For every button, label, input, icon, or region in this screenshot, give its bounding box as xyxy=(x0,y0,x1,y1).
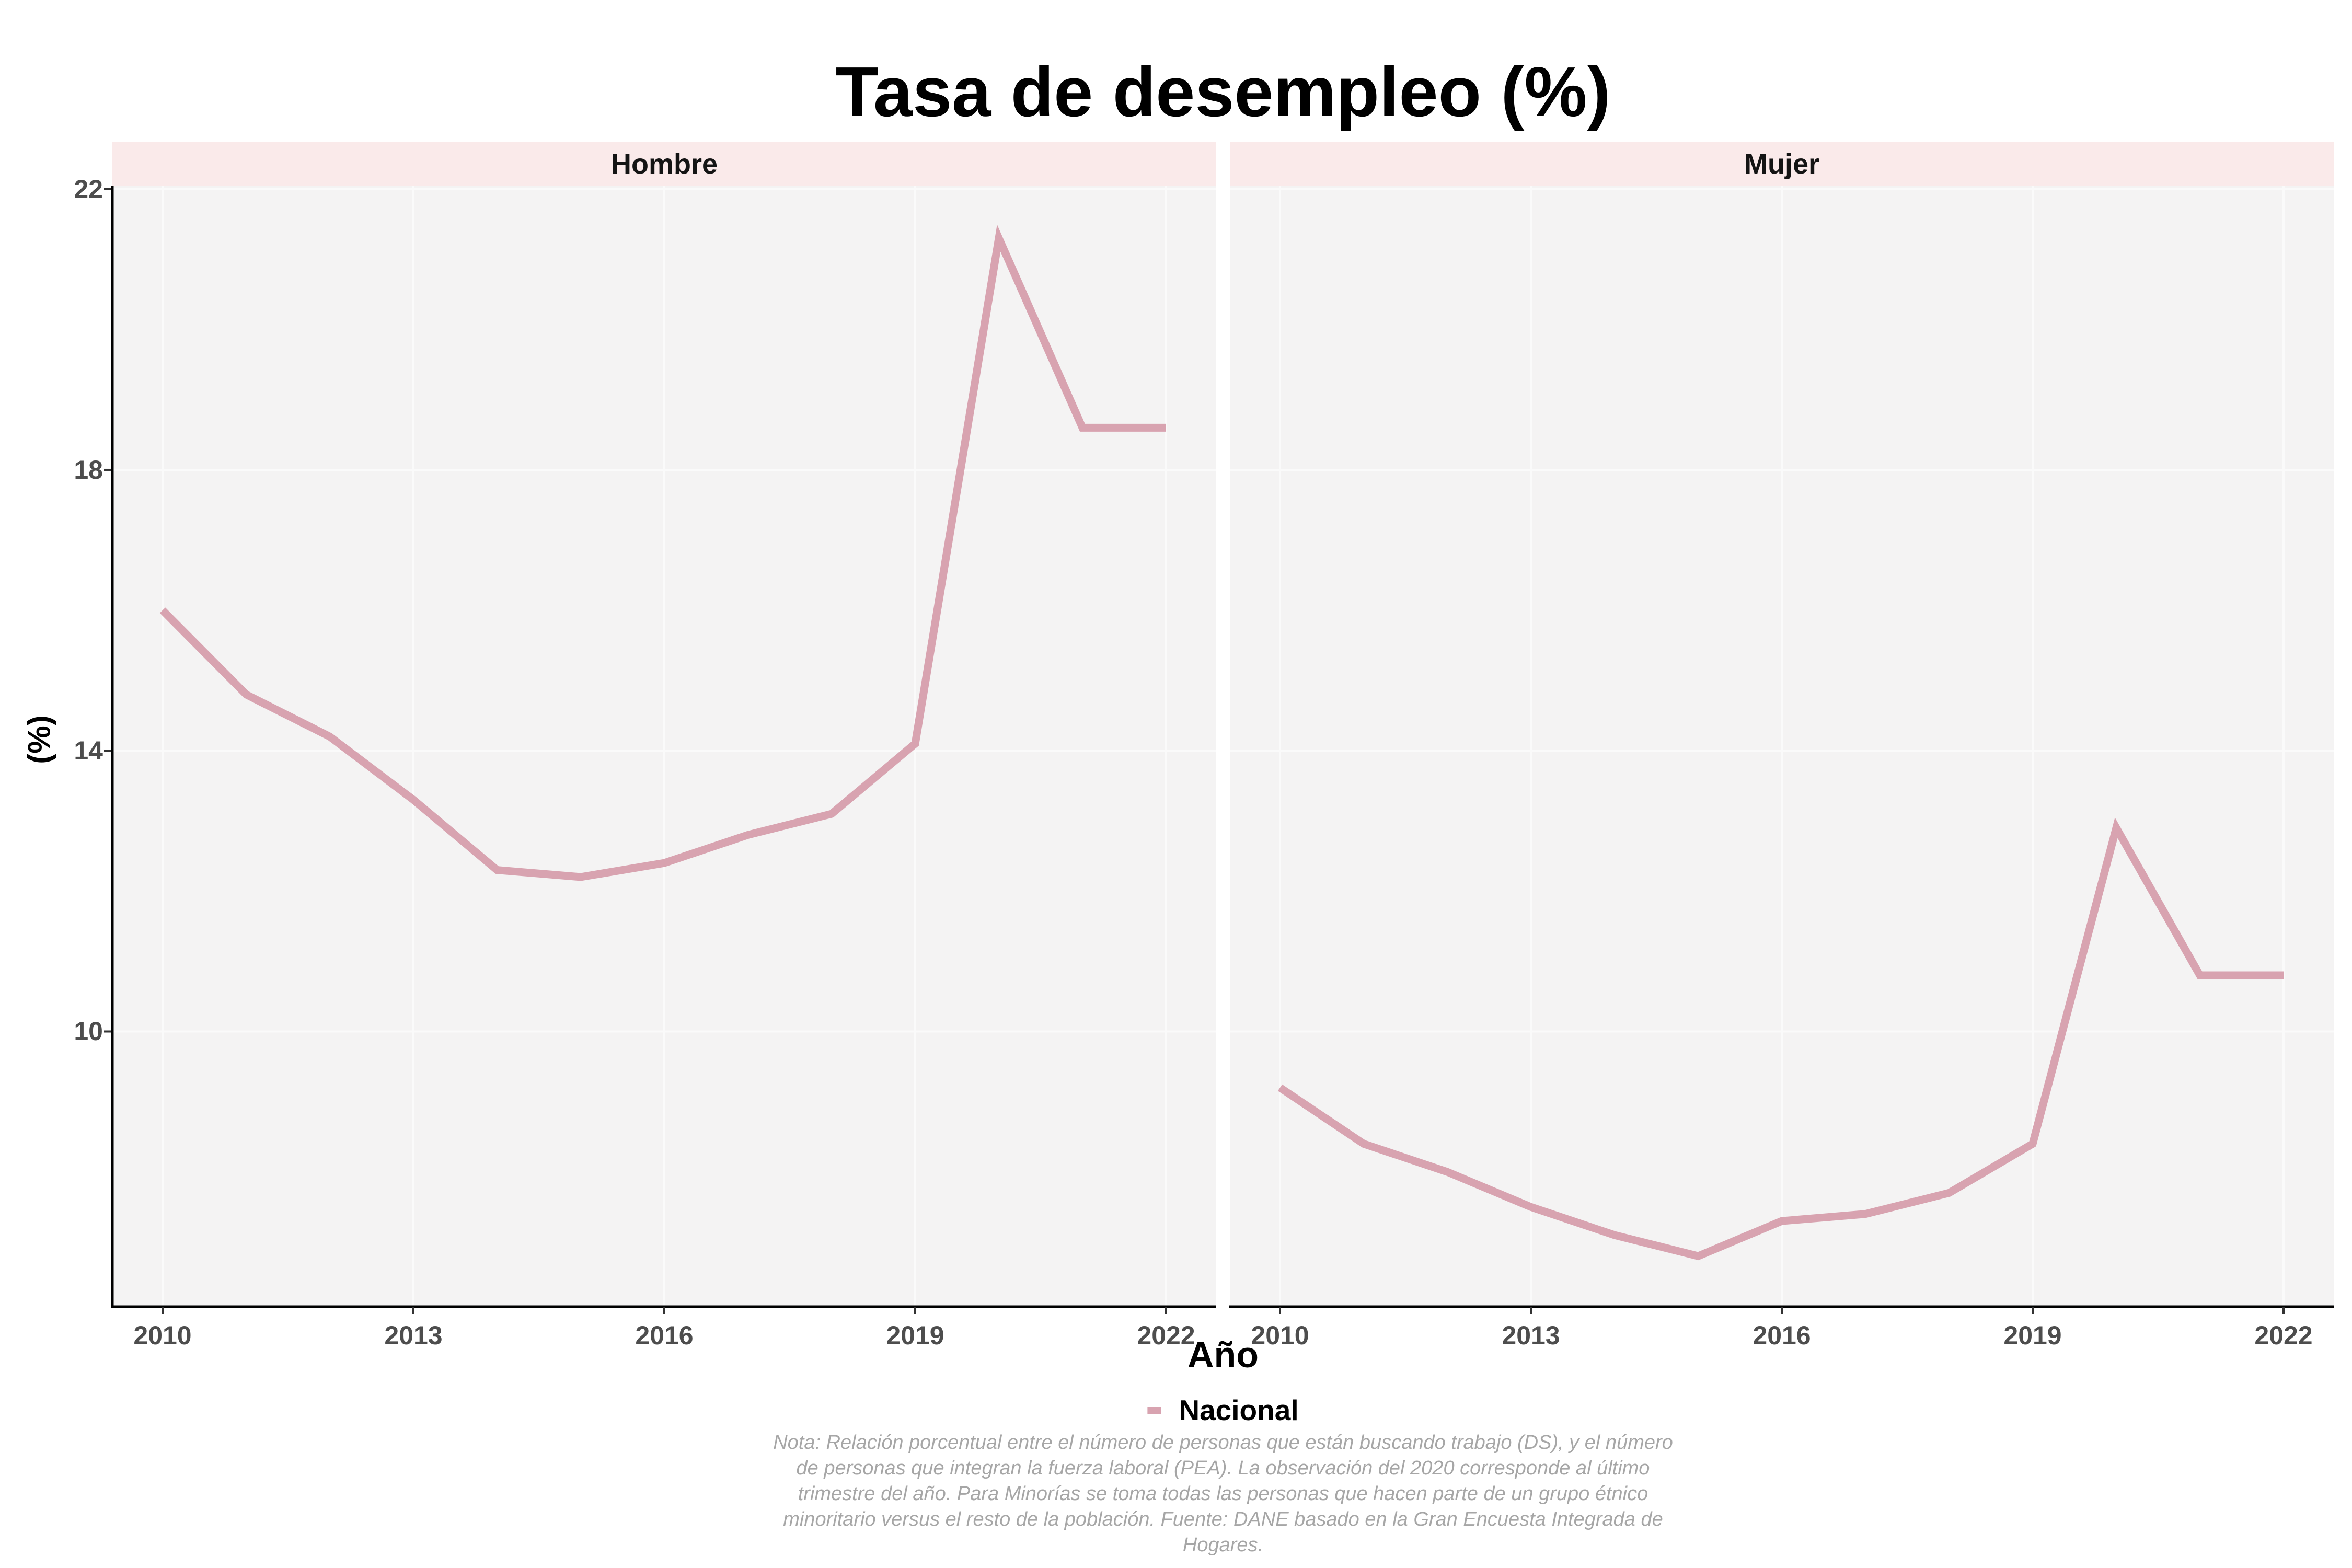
x-tick-label: 2010 xyxy=(133,1321,192,1350)
legend-item-label: Nacional xyxy=(1179,1394,1299,1426)
facet-strip-label-hombre: Hombre xyxy=(610,148,718,180)
footnote-line: minoritario versus el resto de la poblac… xyxy=(783,1508,1663,1530)
x-tick-label: 2019 xyxy=(2003,1321,2062,1350)
legend: Nacional xyxy=(1147,1393,1299,1427)
y-tick-label: 18 xyxy=(74,455,103,485)
footnote-line: trimestre del año. Para Minorías se toma… xyxy=(798,1483,1648,1505)
facet-strip-label-mujer: Mujer xyxy=(1744,148,1820,180)
facet-strip-mujer: Mujer xyxy=(1230,142,2334,186)
x-tick-label: 2022 xyxy=(1137,1321,1195,1350)
facet-strip-hombre: Hombre xyxy=(112,142,1216,186)
x-tick-label: 2022 xyxy=(2254,1321,2313,1350)
chart-title: Tasa de desempleo (%) xyxy=(835,52,1611,131)
x-tick-label: 2019 xyxy=(886,1321,944,1350)
x-tick-label: 2016 xyxy=(635,1321,694,1350)
y-tick-label: 14 xyxy=(74,736,103,766)
x-axis-title: Año xyxy=(1187,1334,1259,1375)
x-tick-label: 2016 xyxy=(1753,1321,1811,1350)
footnote: Nota: Relación porcentual entre el númer… xyxy=(596,1430,1850,1558)
x-tick-label: 2013 xyxy=(1502,1321,1560,1350)
footnote-line: Nota: Relación porcentual entre el númer… xyxy=(773,1432,1673,1454)
y-tick-label: 10 xyxy=(74,1017,103,1046)
footnote-line: Hogares. xyxy=(1182,1534,1264,1556)
y-tick-label: 22 xyxy=(74,174,103,204)
x-tick-label: 2010 xyxy=(1251,1321,1309,1350)
series-line-nacional xyxy=(159,224,1166,881)
x-tick-label: 2013 xyxy=(384,1321,443,1350)
footnote-line: de personas que integran la fuerza labor… xyxy=(796,1457,1650,1479)
series-line-nacional xyxy=(1277,817,2284,1261)
legend-key-line xyxy=(1147,1406,1161,1414)
